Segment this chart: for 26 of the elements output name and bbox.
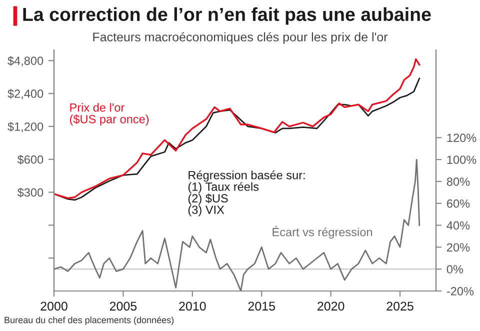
text: Bureau du chef des placements (données) bbox=[4, 316, 174, 325]
y-tick-label: $300 bbox=[17, 188, 44, 198]
y2-tick-label: 60% bbox=[447, 199, 470, 208]
x-tick-label: 2000 bbox=[40, 302, 68, 311]
y2-tick-label: 40% bbox=[446, 221, 470, 230]
x-tick-label: 2020 bbox=[318, 302, 344, 311]
y-tick-label: $600 bbox=[17, 154, 44, 164]
x-tick-label: 2025 bbox=[386, 302, 414, 311]
y-tick-label: $1,200 bbox=[8, 122, 44, 132]
x-tick-label: 2010 bbox=[179, 302, 206, 311]
y2-tick-label: 120% bbox=[447, 134, 476, 142]
series-label: Prix de l'or ($US par once) bbox=[70, 103, 149, 126]
y2-tick-label: 0% bbox=[446, 265, 464, 274]
line-series bbox=[54, 158, 420, 291]
x-tick-label: 2015 bbox=[248, 302, 275, 311]
y-tick-label: $2,400 bbox=[8, 89, 44, 100]
text: Régression basée sur: (1) Taux réels (2) $US (3) VIX bbox=[188, 170, 305, 216]
y2-tick-label: 100% bbox=[447, 156, 476, 164]
chart-subtitle: Facteurs macroéconomiques clés pour les prix de l'or bbox=[93, 32, 388, 44]
y-tick-label: $4,800 bbox=[8, 56, 44, 66]
y2-tick-label: 80% bbox=[446, 177, 470, 186]
chart-title: La correction de l’or n’en fait pas une aubaine bbox=[23, 7, 431, 25]
y2-tick-label: 20% bbox=[447, 243, 470, 252]
x-tick-label: 2005 bbox=[110, 302, 137, 311]
y2-tick-label: -20% bbox=[446, 287, 474, 296]
series-label: Écart vs régression bbox=[272, 226, 372, 239]
